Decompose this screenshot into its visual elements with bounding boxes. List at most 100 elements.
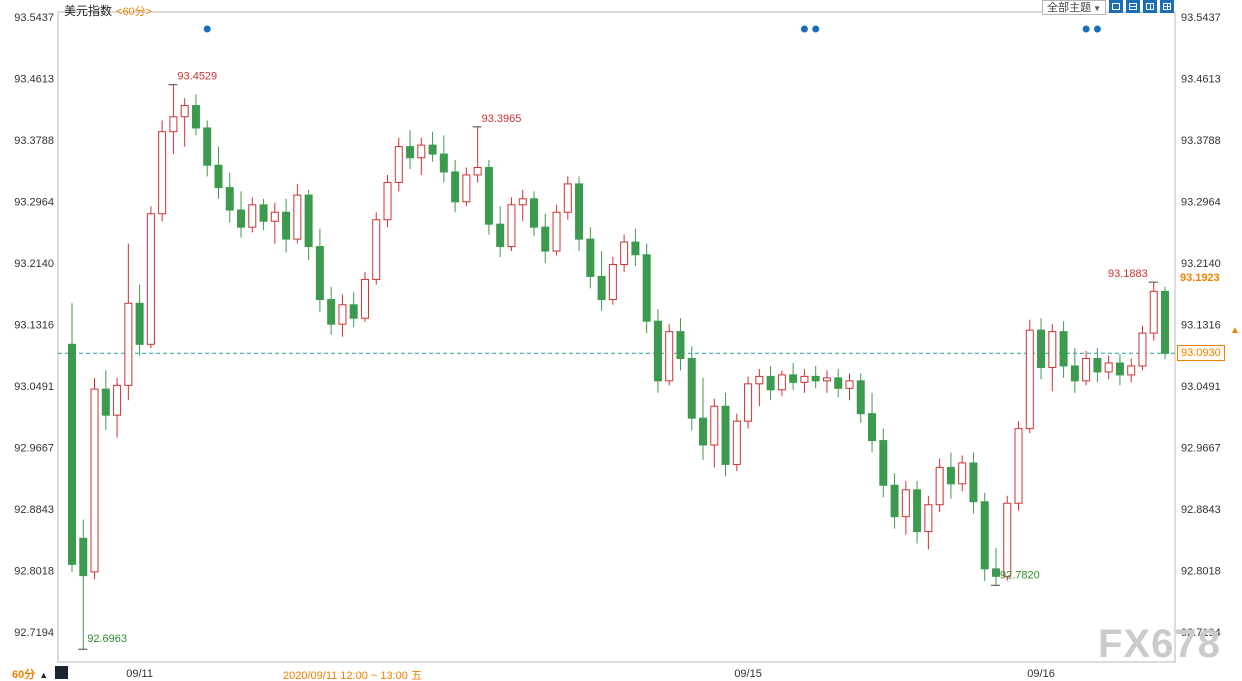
candle[interactable]: [699, 377, 708, 460]
candle[interactable]: [575, 176, 584, 252]
candle[interactable]: [563, 176, 572, 220]
candle[interactable]: [924, 495, 933, 550]
candle[interactable]: [710, 398, 719, 468]
candle[interactable]: [653, 309, 662, 393]
candle[interactable]: [800, 368, 809, 393]
event-dot[interactable]: [1093, 25, 1101, 33]
candle[interactable]: [1138, 325, 1147, 371]
candle[interactable]: [946, 452, 955, 499]
candle[interactable]: [890, 473, 899, 529]
candle[interactable]: [394, 137, 403, 192]
candle[interactable]: [180, 98, 189, 147]
candle[interactable]: [732, 413, 741, 472]
candle[interactable]: [856, 373, 865, 423]
candle[interactable]: [507, 197, 516, 252]
candle[interactable]: [541, 213, 550, 263]
candle[interactable]: [451, 160, 460, 213]
candle[interactable]: [552, 204, 561, 256]
candle[interactable]: [958, 455, 967, 492]
event-dot[interactable]: [800, 25, 808, 33]
candle[interactable]: [631, 228, 640, 266]
candle[interactable]: [529, 191, 538, 237]
candle[interactable]: [90, 377, 99, 580]
candle[interactable]: [327, 286, 336, 335]
candle[interactable]: [721, 392, 730, 477]
candle[interactable]: [406, 130, 415, 169]
candle[interactable]: [349, 292, 358, 328]
candle[interactable]: [496, 206, 505, 258]
candle[interactable]: [428, 131, 437, 162]
candle[interactable]: [259, 198, 268, 231]
candle[interactable]: [822, 370, 831, 393]
candle[interactable]: [1003, 495, 1012, 581]
candle[interactable]: [834, 368, 843, 398]
layout-single-icon[interactable]: [1109, 0, 1123, 13]
timeline-corner-button[interactable]: [55, 666, 68, 679]
candle[interactable]: [304, 189, 313, 261]
candle[interactable]: [811, 365, 820, 389]
candle[interactable]: [755, 368, 764, 407]
candle[interactable]: [270, 202, 279, 244]
candle[interactable]: [1161, 286, 1169, 360]
candle[interactable]: [360, 271, 369, 322]
candle[interactable]: [124, 243, 133, 401]
candle[interactable]: [484, 160, 493, 235]
theme-dropdown[interactable]: 全部主题 ▼: [1042, 0, 1106, 15]
candle[interactable]: [1093, 348, 1102, 383]
tab-60min[interactable]: 60分 ▲: [12, 666, 48, 681]
candle[interactable]: [135, 284, 144, 356]
candle[interactable]: [935, 458, 944, 513]
candle[interactable]: [687, 346, 696, 431]
candle[interactable]: [1037, 318, 1046, 380]
candle[interactable]: [789, 362, 798, 390]
candle[interactable]: [158, 120, 167, 222]
candle[interactable]: [237, 191, 246, 238]
candle[interactable]: [191, 94, 200, 136]
candle[interactable]: [79, 519, 88, 650]
candle[interactable]: [439, 135, 448, 183]
candle[interactable]: [417, 137, 426, 175]
candle[interactable]: [980, 492, 989, 581]
candle[interactable]: [879, 428, 888, 498]
candle[interactable]: [473, 126, 482, 183]
candle[interactable]: [248, 197, 257, 233]
candle[interactable]: [101, 370, 110, 431]
candle[interactable]: [338, 294, 347, 337]
candle[interactable]: [1014, 421, 1023, 511]
candle[interactable]: [777, 370, 786, 396]
candle[interactable]: [225, 172, 234, 223]
event-dot[interactable]: [203, 25, 211, 33]
candle[interactable]: [845, 373, 854, 401]
event-dot[interactable]: [812, 25, 820, 33]
candle[interactable]: [214, 146, 223, 199]
candle[interactable]: [901, 480, 910, 535]
candle[interactable]: [372, 212, 381, 285]
candle[interactable]: [293, 183, 302, 244]
candle[interactable]: [620, 234, 629, 272]
candle[interactable]: [1115, 354, 1124, 386]
candle[interactable]: [1070, 348, 1079, 393]
candle[interactable]: [1025, 319, 1034, 434]
candle[interactable]: [676, 318, 685, 371]
candle[interactable]: [68, 303, 76, 572]
candle[interactable]: [146, 206, 155, 349]
candle[interactable]: [1059, 321, 1068, 378]
candle[interactable]: [991, 547, 1000, 586]
candle[interactable]: [203, 120, 212, 177]
event-dot[interactable]: [1082, 25, 1090, 33]
candle[interactable]: [169, 84, 178, 155]
candle[interactable]: [586, 227, 595, 289]
candle[interactable]: [744, 376, 753, 429]
candle[interactable]: [1127, 358, 1136, 383]
layout-grid-icon[interactable]: [1160, 0, 1174, 13]
candle[interactable]: [1149, 282, 1158, 341]
candle[interactable]: [597, 251, 606, 311]
candle[interactable]: [518, 189, 527, 222]
layout-split-v-icon[interactable]: [1143, 0, 1157, 13]
candle[interactable]: [383, 174, 392, 228]
candle[interactable]: [1082, 351, 1091, 386]
candle[interactable]: [608, 257, 617, 305]
candle[interactable]: [282, 198, 291, 253]
layout-split-h-icon[interactable]: [1126, 0, 1140, 13]
